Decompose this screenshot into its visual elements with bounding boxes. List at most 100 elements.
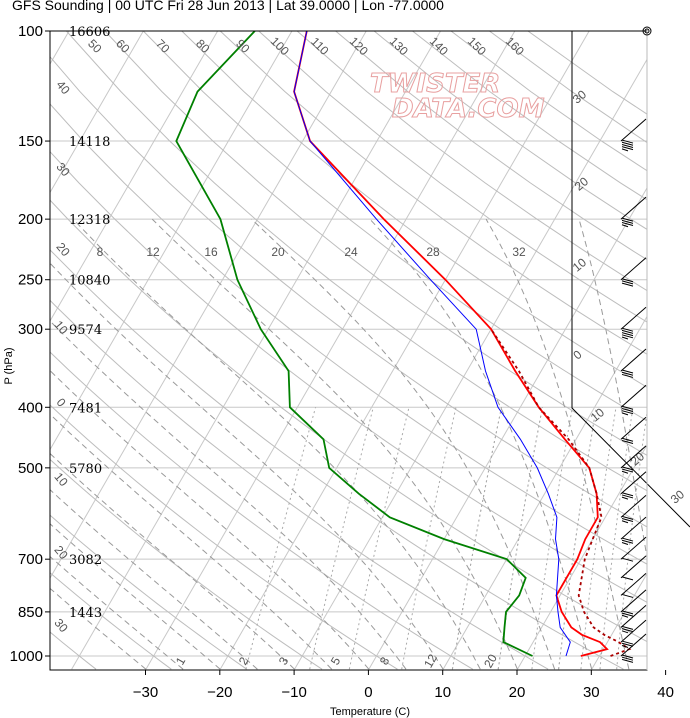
dry-adiabat-label: 140 xyxy=(427,34,451,58)
wind-barb-flag xyxy=(621,219,634,224)
wind-barb-flag xyxy=(621,466,634,471)
dry-adiabat xyxy=(50,572,172,670)
mixing-ratio-label: 12 xyxy=(146,245,160,259)
moist-adiabat xyxy=(50,452,295,670)
mixing-ratio-line xyxy=(580,407,617,670)
x-tick-label: 30 xyxy=(583,684,600,701)
isotherm-line xyxy=(50,31,144,194)
wind-barb-flag xyxy=(621,327,634,332)
wind-barb-flag xyxy=(621,494,634,499)
y-axis-title: P (hPa) xyxy=(3,347,15,384)
wind-barb-staff xyxy=(620,494,647,518)
y-tick-label: 100 xyxy=(18,23,43,40)
wind-barb-flag xyxy=(621,410,634,415)
wind-barb-flag xyxy=(621,408,634,412)
wind-barb-flag xyxy=(621,278,634,283)
wind-barb-staff xyxy=(620,196,647,220)
mixing-ratio-line xyxy=(599,407,634,670)
wind-barb-half xyxy=(621,520,629,524)
mixing-ratio-label: 20 xyxy=(271,245,285,259)
dry-adiabat xyxy=(50,199,647,643)
isotherm-line xyxy=(219,31,590,670)
dry-adiabat xyxy=(219,31,647,355)
dry-adiabat xyxy=(50,351,473,670)
height-label: 14118 xyxy=(69,135,110,150)
moist-adiabat-label: 30 xyxy=(668,487,687,507)
wind-barb-staff xyxy=(620,573,647,596)
wind-barb-flag xyxy=(621,625,634,630)
isotherm-line xyxy=(442,315,647,670)
wind-barb-flag xyxy=(621,373,634,378)
wind-barb-staff xyxy=(620,589,647,613)
wind-barb-flag xyxy=(621,593,634,598)
moist-adiabat xyxy=(50,587,147,670)
height-label: 3082 xyxy=(69,553,102,568)
mixing-ratio-line xyxy=(616,409,647,670)
wind-boundary-line xyxy=(571,31,690,528)
moist-adiabat xyxy=(72,218,481,670)
wind-barb-flag xyxy=(621,492,634,497)
y-tick-label: 300 xyxy=(18,321,43,338)
left-adiabat-label: 10 xyxy=(51,470,71,489)
x-tick-label: −30 xyxy=(133,684,158,701)
low-mixing-ratio-label: 20 xyxy=(481,651,500,670)
wind-barb-flag xyxy=(621,612,634,617)
wind-barb-flag xyxy=(621,576,634,581)
mixing-ratio-line xyxy=(309,407,374,670)
wind-barb-staff xyxy=(620,306,647,330)
left-adiabat-label: 30 xyxy=(53,160,73,179)
wind-barb-staff xyxy=(620,516,647,540)
wind-barb-half xyxy=(621,541,629,545)
wind-barb-flag xyxy=(621,146,634,151)
dry-adiabat xyxy=(142,31,647,422)
chart-title: GFS Sounding | 00 UTC Fri 28 Jun 2013 | … xyxy=(12,0,444,13)
dry-adiabat-label: 120 xyxy=(347,34,371,58)
wind-barb-flag xyxy=(621,610,634,615)
y-tick-label: 1000 xyxy=(10,648,43,665)
moist-adiabat xyxy=(50,523,221,670)
wind-barb-flag xyxy=(621,439,634,444)
isotherm-line xyxy=(517,444,647,670)
wind-barb-flag xyxy=(621,537,634,542)
mixing-ratio-line xyxy=(451,407,502,670)
wind-barb-flag xyxy=(621,557,634,562)
wind-barb-staff xyxy=(620,471,647,495)
height-label: 10840 xyxy=(69,274,110,289)
wind-barb-flag xyxy=(621,654,634,659)
dry-adiabat-label: 90 xyxy=(233,36,253,56)
moist-adiabat xyxy=(485,218,630,670)
wind-barb-flag xyxy=(621,656,634,661)
wind-barb-flag xyxy=(621,468,634,473)
watermark-line2: DATA.COM xyxy=(392,94,545,124)
height-label: 12318 xyxy=(69,213,110,228)
virtual-temperature-line xyxy=(293,31,571,657)
calm-circle-inner xyxy=(644,28,650,34)
wind-profile xyxy=(571,26,690,670)
dry-adiabat-label: 70 xyxy=(153,36,173,56)
wind-barb-staff xyxy=(620,633,647,657)
wind-barb-flag xyxy=(621,282,634,287)
wind-barb-half xyxy=(621,614,629,618)
wind-barb-flag xyxy=(621,658,634,663)
wind-barb-half xyxy=(621,470,629,474)
height-label: 5780 xyxy=(69,462,102,477)
mixing-ratio-label: 28 xyxy=(426,245,440,259)
wind-barb-flag xyxy=(621,369,634,374)
x-tick-label: 40 xyxy=(657,684,674,701)
wind-barb-staff xyxy=(620,348,647,372)
dewpoint-line xyxy=(175,31,533,657)
dry-adiabat-label: 160 xyxy=(503,34,527,58)
wind-barb-staff xyxy=(620,384,647,408)
wind-barb-staff xyxy=(620,445,647,469)
dry-adiabat xyxy=(181,31,647,388)
y-tick-label: 200 xyxy=(18,211,43,228)
wind-barb-flag xyxy=(621,371,634,376)
dry-adiabat-label: 110 xyxy=(308,34,332,58)
isotherm-line xyxy=(145,31,516,670)
watermark-line1: TWISTER xyxy=(370,69,500,99)
wind-barb-flag xyxy=(621,539,634,544)
parcel-line xyxy=(490,328,632,657)
watermark: TWISTER DATA.COM xyxy=(370,69,546,125)
dry-adiabat-label: 130 xyxy=(387,34,411,58)
